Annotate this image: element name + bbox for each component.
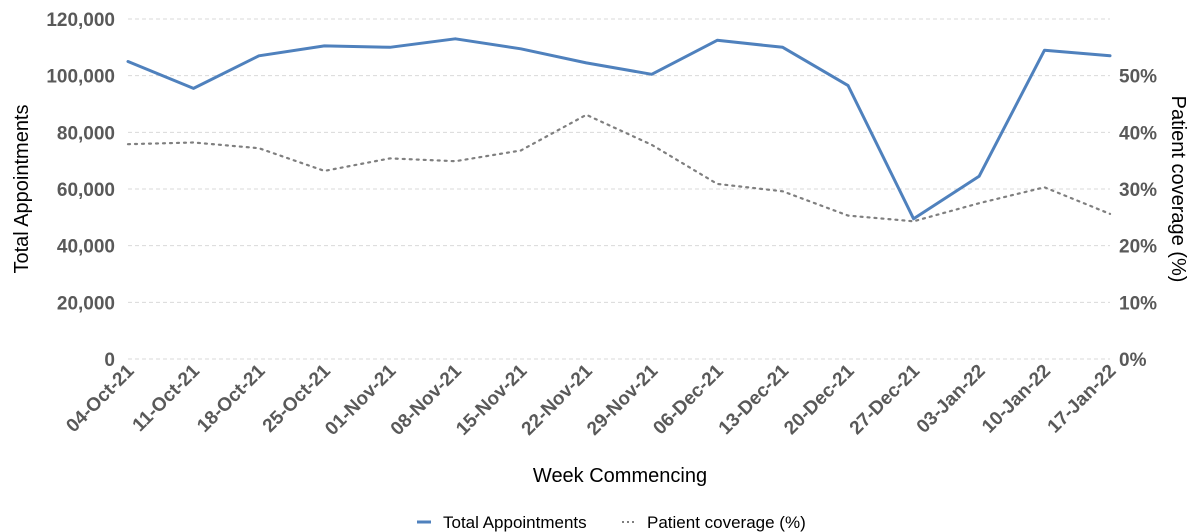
legend-label-total-appointments: Total Appointments <box>443 513 587 532</box>
y-axis-right-ticks: 0% 10% 20% 30% 40% 50% <box>1119 67 1157 371</box>
x-tick-label: 13-Dec-21 <box>715 360 794 439</box>
point-patient-coverage <box>257 147 260 150</box>
series-line-patient-coverage <box>126 113 1112 223</box>
point-total-appointments <box>847 84 850 87</box>
x-axis-ticks: 04-Oct-2111-Oct-2118-Oct-2125-Oct-2101-N… <box>62 360 1120 439</box>
point-patient-coverage <box>847 214 850 217</box>
legend-label-patient-coverage: Patient coverage (%) <box>647 513 806 532</box>
x-tick-label: 18-Oct-21 <box>193 360 269 436</box>
point-patient-coverage <box>585 113 588 116</box>
point-total-appointments <box>1109 54 1112 57</box>
x-tick-label: 27-Dec-21 <box>846 360 925 439</box>
y-right-tick-label: 50% <box>1119 67 1157 88</box>
y-left-tick-label: 80,000 <box>57 123 115 144</box>
point-total-appointments <box>257 54 260 57</box>
point-total-appointments <box>519 47 522 50</box>
series-line-total-appointments <box>126 37 1112 221</box>
x-tick-label: 20-Dec-21 <box>780 360 859 439</box>
point-patient-coverage <box>781 190 784 193</box>
y-right-tick-label: 40% <box>1119 123 1157 144</box>
point-total-appointments <box>454 37 457 40</box>
point-patient-coverage <box>978 202 981 205</box>
point-total-appointments <box>323 44 326 47</box>
point-total-appointments <box>388 46 391 49</box>
point-total-appointments <box>781 46 784 49</box>
y-axis-left-ticks: 0 20,000 40,000 60,000 80,000 100,000 120,000 <box>46 10 115 371</box>
x-tick-label: 06-Dec-21 <box>649 360 728 439</box>
y-right-tick-label: 30% <box>1119 180 1157 201</box>
x-tick-label: 10-Jan-22 <box>978 361 1055 438</box>
point-patient-coverage <box>323 169 326 172</box>
point-total-appointments <box>192 87 195 90</box>
x-tick-label: 29-Nov-21 <box>583 360 662 439</box>
legend: Total Appointments Patient coverage (%) <box>417 513 806 532</box>
y-axis-right-title: Patient coverage (%) <box>1167 96 1189 283</box>
x-tick-label: 04-Oct-21 <box>62 360 138 436</box>
series-lines <box>126 37 1112 223</box>
point-total-appointments <box>716 39 719 42</box>
x-tick-label: 11-Oct-21 <box>129 360 205 436</box>
point-patient-coverage <box>127 143 130 146</box>
point-total-appointments <box>1043 49 1046 52</box>
y-left-tick-label: 120,000 <box>46 10 115 31</box>
point-total-appointments <box>585 61 588 64</box>
point-patient-coverage <box>454 160 457 163</box>
y-left-tick-label: 40,000 <box>57 237 115 258</box>
point-patient-coverage <box>192 141 195 144</box>
point-patient-coverage <box>650 143 653 146</box>
y-left-tick-label: 0 <box>104 350 115 371</box>
point-patient-coverage <box>716 182 719 185</box>
point-total-appointments <box>978 175 981 178</box>
y-right-tick-label: 10% <box>1119 293 1157 314</box>
y-left-tick-label: 60,000 <box>57 180 115 201</box>
gridlines <box>128 18 1110 360</box>
point-patient-coverage <box>1109 212 1112 215</box>
point-total-appointments <box>912 217 915 220</box>
x-tick-label: 03-Jan-22 <box>913 361 990 438</box>
point-patient-coverage <box>388 157 391 160</box>
point-total-appointments <box>127 60 130 63</box>
x-axis-title: Week Commencing <box>533 465 707 487</box>
x-tick-label: 17-Jan-22 <box>1044 361 1121 438</box>
y-left-tick-label: 100,000 <box>46 67 115 88</box>
point-patient-coverage <box>1043 186 1046 189</box>
point-total-appointments <box>650 73 653 76</box>
y-right-tick-label: 0% <box>1119 350 1147 371</box>
y-axis-left-title: Total Appointments <box>11 105 33 274</box>
y-left-tick-label: 20,000 <box>57 293 115 314</box>
y-right-tick-label: 20% <box>1119 237 1157 258</box>
point-patient-coverage <box>519 149 522 152</box>
